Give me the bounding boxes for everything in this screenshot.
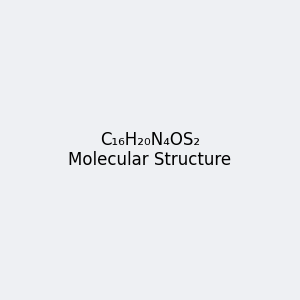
Text: C₁₆H₂₀N₄OS₂
Molecular Structure: C₁₆H₂₀N₄OS₂ Molecular Structure (68, 130, 232, 170)
